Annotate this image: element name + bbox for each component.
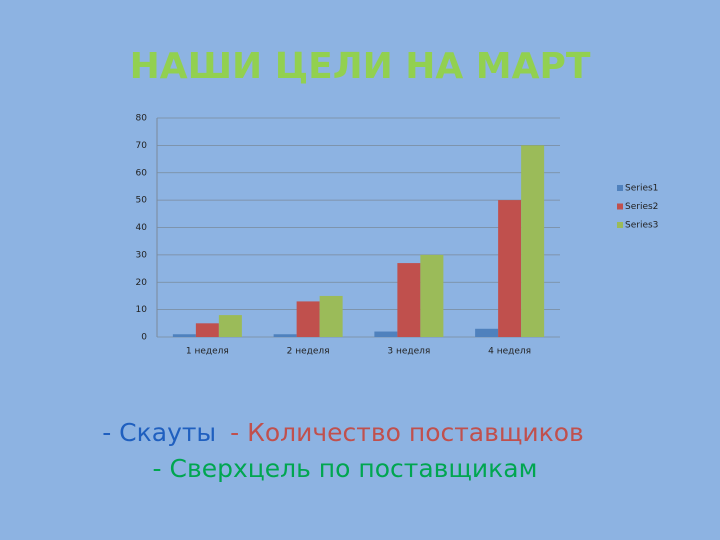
legend-label: Series3 [625,221,658,231]
legend-label: Series2 [625,202,658,212]
y-tick-label: 30 [136,250,148,260]
legend-swatch [617,222,623,228]
legend-label: Series1 [625,184,658,194]
y-tick-label: 80 [136,114,148,124]
x-tick-label: 4 неделя [488,347,531,357]
y-tick-label: 50 [136,196,148,206]
bar [296,301,320,337]
x-tick-label: 1 неделя [186,347,229,357]
y-tick-label: 20 [136,278,148,288]
bar [420,254,444,337]
y-tick-label: 10 [136,305,148,315]
bar [374,331,398,337]
x-tick-label: 2 неделя [287,347,330,357]
bar [319,295,343,337]
bar [195,323,219,337]
caption: - Скауты - Количество поставщиков [102,418,584,447]
caption-part: - Количество поставщиков [230,418,584,447]
legend-swatch [617,203,623,210]
bar [273,334,297,337]
caption: - Сверхцель по поставщикам [153,454,538,483]
y-tick-label: 40 [136,223,148,233]
bar [218,315,242,337]
x-tick-label: 3 неделя [387,347,430,357]
y-tick-label: 60 [136,168,148,178]
caption-part: - Сверхцель по поставщикам [153,454,538,483]
chart-title: НАШИ ЦЕЛИ НА МАРТ [130,46,591,87]
bar [397,263,421,337]
legend-swatch [617,185,623,191]
bar [521,145,545,337]
bar [475,328,499,337]
caption-part: - Скауты [102,418,216,447]
y-tick-label: 0 [141,333,147,343]
bar [172,334,196,337]
bar [498,200,522,337]
y-tick-label: 70 [136,141,148,151]
